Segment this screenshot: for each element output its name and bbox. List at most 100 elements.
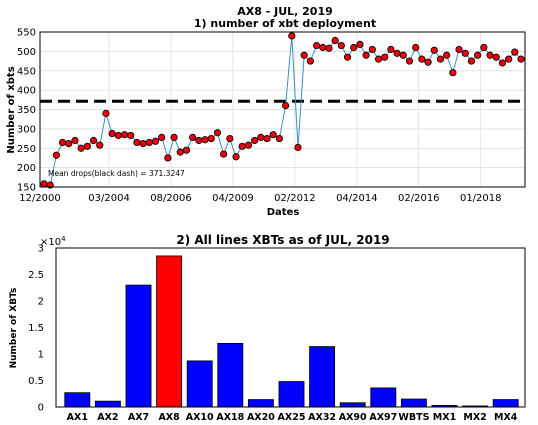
data-point xyxy=(182,146,191,154)
x-tick-label: AX18 xyxy=(216,412,244,423)
y-tick-label: 1.5 xyxy=(28,323,44,334)
x-tick-label: 03/2004 xyxy=(88,193,130,204)
data-point xyxy=(120,131,129,139)
bar-chart-scale-label: ×104 xyxy=(40,235,66,248)
data-point xyxy=(201,136,209,144)
data-point xyxy=(158,133,166,141)
data-point xyxy=(127,131,135,140)
mean-label: Mean drops(black dash) = 371.3247 xyxy=(48,169,185,178)
data-point xyxy=(151,137,160,145)
data-point xyxy=(418,55,426,63)
bar-chart-x-ticks: AX1 AX2 AX7 AX8 AX10 AX18 AX20 AX25 AX32 AX90 AX97… xyxy=(67,412,518,423)
data-point xyxy=(244,141,253,149)
y-tick-label: 3 xyxy=(38,244,44,255)
x-tick-label: MX4 xyxy=(494,412,518,423)
data-point xyxy=(133,138,141,147)
x-tick-label: AX97 xyxy=(369,412,397,423)
y-tick-label: 350 xyxy=(17,105,36,116)
line-chart-title: 1) number of xbt deployment xyxy=(194,17,376,30)
data-point xyxy=(337,41,345,50)
data-point xyxy=(108,129,116,138)
data-point xyxy=(40,180,48,188)
line-chart-ylabel: Number of xbts xyxy=(6,66,17,153)
data-point xyxy=(232,153,240,161)
x-tick-label: 12/2000 xyxy=(19,193,61,204)
y-tick-label: 400 xyxy=(17,86,36,97)
x-tick-label: AX8 xyxy=(158,412,180,423)
x-tick-label: AX25 xyxy=(278,412,306,423)
data-point xyxy=(467,57,476,65)
line-series xyxy=(43,35,522,186)
data-point xyxy=(58,138,67,147)
data-point xyxy=(170,133,178,141)
bar-ax18 xyxy=(217,342,244,408)
x-tick-label: AX90 xyxy=(339,412,367,423)
x-tick-label: AX10 xyxy=(186,412,214,423)
y-tick-label: 550 xyxy=(17,28,36,39)
data-point xyxy=(498,59,507,67)
data-point xyxy=(312,41,321,50)
data-point xyxy=(83,142,91,150)
data-point xyxy=(480,43,488,52)
data-point xyxy=(251,136,259,145)
data-point xyxy=(511,48,519,56)
data-point xyxy=(424,58,432,66)
bar-series xyxy=(64,255,519,408)
data-point xyxy=(77,144,85,152)
figure-title: AX8 - JUL, 2019 xyxy=(237,5,333,18)
data-point xyxy=(220,150,228,158)
x-tick-label: MX1 xyxy=(433,412,456,423)
x-tick-label: AX7 xyxy=(128,412,149,423)
data-point xyxy=(89,136,98,145)
data-point xyxy=(399,51,407,59)
line-points xyxy=(40,32,525,189)
data-point xyxy=(195,136,203,145)
data-point xyxy=(486,51,494,59)
data-point xyxy=(294,143,302,152)
data-point xyxy=(461,49,469,57)
data-point xyxy=(263,134,271,143)
data-point xyxy=(343,53,352,61)
data-point xyxy=(189,133,197,141)
bar-ax90 xyxy=(339,402,366,408)
bar-ax2 xyxy=(94,400,121,408)
data-point xyxy=(164,154,172,162)
line-chart-y-ticks: 150 200 250 300 350 400 450 500 550 xyxy=(17,28,36,194)
scale-base: ×10 xyxy=(40,237,61,248)
data-point xyxy=(443,51,451,59)
x-tick-label: 02/2016 xyxy=(398,193,440,204)
x-tick-label: AX20 xyxy=(247,412,275,423)
line-chart-grid xyxy=(40,32,525,187)
data-point xyxy=(319,43,327,52)
y-tick-label: 2 xyxy=(38,297,44,308)
data-point xyxy=(71,136,79,145)
data-point xyxy=(238,142,246,150)
scale-exponent: 4 xyxy=(61,235,66,243)
data-point xyxy=(52,151,60,159)
x-tick-label: 01/2018 xyxy=(460,193,502,204)
x-tick-label: 08/2006 xyxy=(150,193,192,204)
line-chart-x-ticks: 12/2000 03/2004 08/2006 04/2009 02/2012 04/20… xyxy=(19,193,501,204)
data-point xyxy=(374,55,383,63)
y-tick-label: 2.5 xyxy=(28,270,44,281)
data-point xyxy=(412,43,420,52)
data-point xyxy=(300,51,308,59)
bar-ax32 xyxy=(309,346,336,408)
series-line xyxy=(43,35,522,186)
data-point xyxy=(393,49,401,57)
data-point xyxy=(207,134,215,143)
y-tick-label: 250 xyxy=(17,144,36,155)
x-tick-label: 04/2014 xyxy=(336,193,378,204)
data-point xyxy=(306,57,314,65)
data-point xyxy=(350,43,358,52)
data-point xyxy=(505,55,513,63)
bar-chart-plot-border xyxy=(55,247,526,408)
bar-ax7 xyxy=(125,284,152,408)
data-point xyxy=(492,53,500,61)
y-tick-label: 0.5 xyxy=(28,376,44,387)
x-tick-label: AX2 xyxy=(97,412,118,423)
data-point xyxy=(275,134,284,143)
y-tick-label: 300 xyxy=(17,124,36,135)
data-point xyxy=(436,55,445,63)
